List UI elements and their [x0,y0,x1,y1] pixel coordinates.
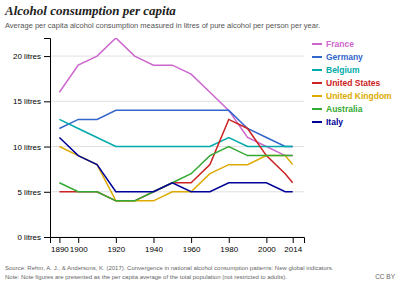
x-tick-mark [191,237,192,243]
series-line [59,147,292,201]
y-tick-mark [44,237,50,238]
y-tick: 5 litres [17,188,50,197]
y-tick-label: 10 litres [13,143,41,152]
series-line [59,138,292,192]
x-tick-mark [266,237,267,243]
x-tick-mark [153,237,154,243]
x-tick: 1890 [51,237,69,254]
y-tick-mark [44,101,50,102]
title: Alcohol consumption per capita [4,3,176,18]
y-tick: 10 litres [13,143,50,152]
x-tick: 1920 [107,237,125,254]
y-tick: 20 litres [13,52,50,61]
x-axis-line [51,238,305,244]
legend-label: Italy [326,117,343,127]
legend-swatch [312,69,322,71]
legend-label: Belgium [326,65,360,75]
grid [50,56,304,237]
x-tick-label: 1940 [145,245,163,254]
annotation: CC BY [375,273,396,280]
x-tick: 1960 [183,237,201,254]
x-tick: 1900 [70,237,88,254]
x-tick-label: 2000 [258,245,276,254]
y-tick-label: 0 litres [17,233,41,242]
grid-line [50,56,304,57]
legend-item: France [312,39,354,49]
x-tick: 2000 [258,237,276,254]
legend-label: United States [326,78,381,88]
x-tick-label: 1890 [51,245,69,254]
legend: France Germany Belgium United States United … [312,39,392,127]
y-tick: 0 litres [17,233,50,242]
annotation: Source: Rehm, A. J., & Andersons, K. (20… [5,265,334,271]
x-tick: 1940 [145,237,163,254]
y-tick: 15 litres [13,97,50,106]
subtitle: Average per capita alcohol consumption m… [5,21,320,30]
legend-swatch [312,43,322,45]
y-axis: 0 litres 5 litres 10 litres 15 litres 20 lit… [13,39,51,243]
legend-item: United Kingdom [312,91,392,101]
y-tick-label: 5 litres [17,188,41,197]
x-tick-mark [116,237,117,243]
x-tick-label: 1920 [107,245,125,254]
x-tick-label: 2014 [284,245,302,254]
plot-area: 18901900 1920 1940 1960 1980 2000 2014 0 litres… [13,38,305,254]
legend-swatch [312,56,322,58]
x-tick-label: 1980 [220,245,238,254]
x-axis: 18901900 1920 1940 1960 1980 2000 2014 [51,237,305,254]
y-tick-mark [44,147,50,148]
annotation: Note: Note figures are presented as the … [5,274,287,280]
series-line [59,110,292,146]
legend-item: United States [312,78,381,88]
x-tick-label: 1900 [70,245,88,254]
x-tick: 2014 [284,237,302,254]
y-tick-label: 15 litres [13,97,41,106]
series-line [59,147,292,201]
x-tick-mark [229,237,230,243]
legend-item: Australia [312,104,363,114]
legend-swatch [312,95,322,97]
y-tick-mark [44,192,50,193]
series-line [59,38,292,156]
x-tick-mark [59,237,60,243]
legend-label: France [326,39,354,49]
lines [59,38,292,201]
x-tick: 1980 [220,237,238,254]
x-tick-mark [78,237,79,243]
legend-label: Germany [326,52,363,62]
legend-swatch [312,82,322,84]
x-tick-mark [293,237,294,243]
chart: Alcohol consumption per capita Average pe… [0,0,400,283]
y-tick-label: 20 litres [13,52,41,61]
legend-swatch [312,108,322,110]
legend-item: Germany [312,52,363,62]
legend-item: Italy [312,117,343,127]
series-line [59,119,292,200]
x-tick-label: 1960 [183,245,201,254]
legend-swatch [312,121,322,123]
y-tick-mark [44,56,50,57]
grid-line [50,101,304,102]
legend-item: Belgium [312,65,360,75]
y-axis-line [44,39,51,238]
legend-label: United Kingdom [326,91,392,101]
legend-label: Australia [326,104,363,114]
